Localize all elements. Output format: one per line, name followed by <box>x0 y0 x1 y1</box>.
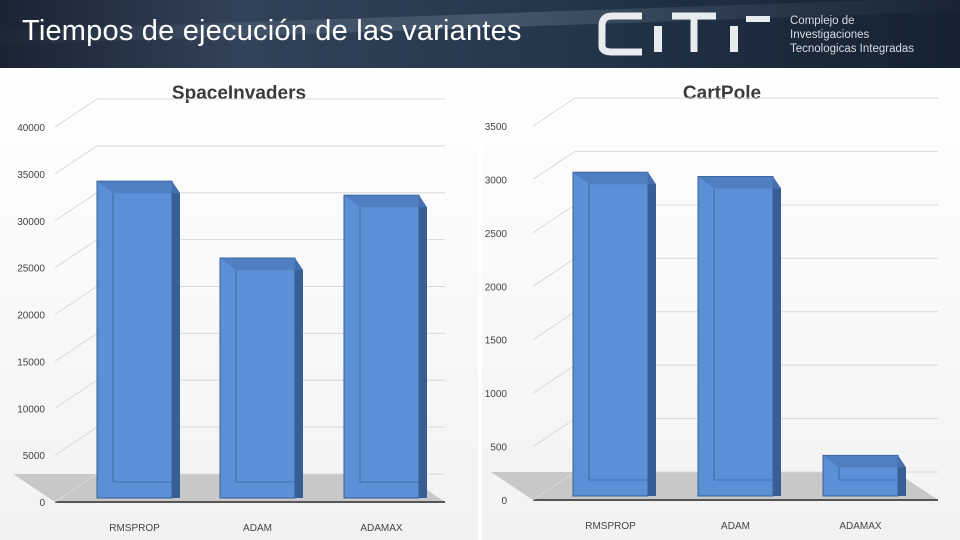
y-tick-label: 3500 <box>485 122 508 133</box>
chart-panel-cartpole: CartPole 0 500 1000 1500 2000 2500 3000 3500 RMSP… <box>482 68 960 540</box>
y-tick-label: 25000 <box>17 264 45 275</box>
x-category-label: ADAMAX <box>360 523 403 534</box>
cartpole-bar-chart: CartPole 0 500 1000 1500 2000 2500 3000 3500 RMSP… <box>485 83 938 532</box>
y-tick-label: 30000 <box>17 217 45 228</box>
y-tick-label: 1500 <box>485 336 508 347</box>
logo-text-line-2: Investigaciones <box>790 29 870 41</box>
x-category-label: ADAM <box>243 523 272 534</box>
spaceinvaders-bar-chart: SpaceInvaders 0 5000 10000 15000 20000 25000 30… <box>13 83 445 534</box>
bar-side <box>773 176 781 497</box>
bar <box>697 175 774 497</box>
x-category-label: ADAM <box>721 521 750 532</box>
bar-side <box>172 181 180 498</box>
bar <box>219 257 296 499</box>
chart-title: SpaceInvaders <box>172 83 306 104</box>
y-tick-label: 10000 <box>17 404 45 415</box>
y-tick-label: 0 <box>501 496 507 507</box>
logo-text-line-3: Tecnologicas Integradas <box>790 43 915 55</box>
y-tick-label: 3000 <box>485 175 508 186</box>
y-tick-label: 15000 <box>17 357 45 368</box>
slide-title: Tiempos de ejecución de las variantes <box>22 15 522 47</box>
bar-top <box>220 258 303 270</box>
x-category-label: RMSPROP <box>585 521 636 532</box>
y-tick-label: 2000 <box>485 282 508 293</box>
slide-header: Tiempos de ejecución de las variantes Co… <box>0 0 960 68</box>
bar-side <box>419 195 427 498</box>
x-category-label: ADAMAX <box>839 521 882 532</box>
gridline <box>54 145 445 175</box>
bar-top <box>698 176 781 189</box>
citi-logo-mark <box>598 12 770 56</box>
y-tick-label: 40000 <box>17 123 45 134</box>
bar-side <box>648 172 656 497</box>
bar-top <box>823 455 906 468</box>
bar <box>572 171 649 497</box>
bar <box>343 194 420 499</box>
chart-title: CartPole <box>683 83 761 104</box>
bar-top <box>97 181 180 194</box>
gridline <box>54 98 445 128</box>
logo-text: Complejo de Investigaciones Tecnologicas… <box>790 14 914 56</box>
gridline <box>532 150 938 180</box>
bar-top <box>344 195 427 208</box>
bar <box>96 180 173 499</box>
y-tick-label: 35000 <box>17 170 45 181</box>
bar-top <box>573 172 656 185</box>
chart-panel-spaceinvaders: SpaceInvaders 0 5000 10000 15000 20000 25000 30… <box>0 68 478 540</box>
y-tick-label: 2500 <box>485 229 508 240</box>
y-tick-label: 1000 <box>485 389 508 400</box>
bar-side <box>295 258 303 498</box>
gridline <box>532 97 938 127</box>
x-category-label: RMSPROP <box>109 523 160 534</box>
y-tick-label: 0 <box>39 498 45 509</box>
y-tick-label: 500 <box>490 443 507 454</box>
logo-text-line-1: Complejo de <box>790 15 855 27</box>
y-tick-label: 5000 <box>23 451 46 462</box>
y-tick-label: 20000 <box>17 311 45 322</box>
